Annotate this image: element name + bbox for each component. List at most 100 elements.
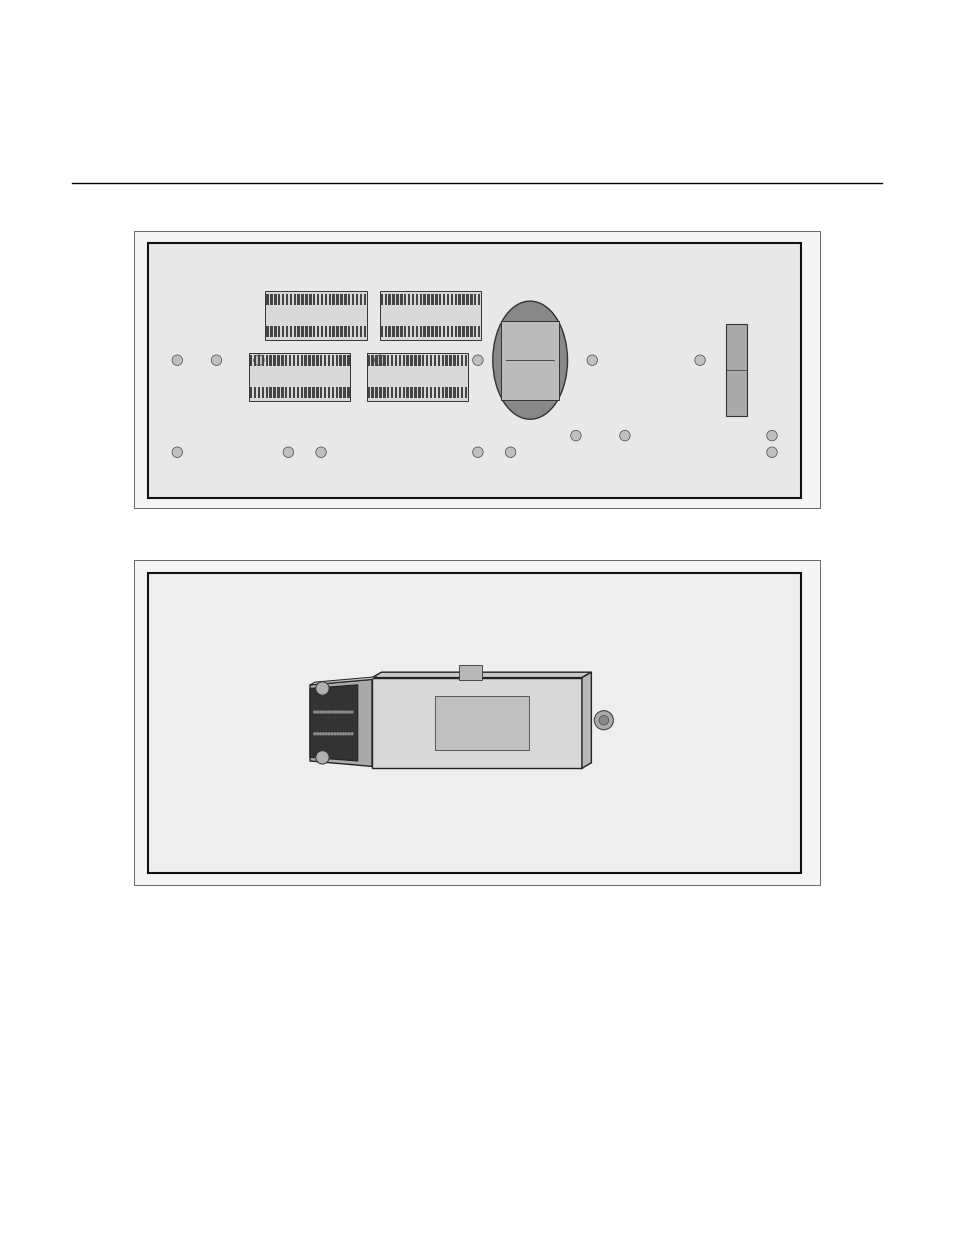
Circle shape (347, 732, 351, 736)
Bar (305, 326, 307, 337)
Bar (474, 326, 476, 337)
Circle shape (324, 732, 328, 736)
Bar (474, 294, 476, 305)
Circle shape (766, 447, 777, 457)
Circle shape (211, 354, 221, 366)
Bar (379, 388, 381, 398)
Circle shape (344, 710, 348, 714)
Bar (402, 356, 405, 366)
Bar (328, 326, 331, 337)
Bar (431, 326, 434, 337)
Bar (466, 326, 468, 337)
Bar (270, 294, 273, 305)
Circle shape (172, 354, 182, 366)
Bar (269, 388, 272, 398)
Bar (419, 294, 421, 305)
Circle shape (321, 732, 325, 736)
Bar (446, 326, 449, 337)
Bar (313, 326, 315, 337)
Bar (266, 326, 269, 337)
Bar (421, 356, 424, 366)
Bar (446, 294, 449, 305)
Bar (392, 326, 395, 337)
Circle shape (619, 430, 630, 441)
Bar (296, 388, 298, 398)
Bar (352, 326, 354, 337)
Bar (434, 356, 436, 366)
Bar (269, 356, 272, 366)
Bar (410, 356, 413, 366)
Bar (355, 326, 357, 337)
Bar (313, 294, 315, 305)
Bar (312, 388, 314, 398)
Bar (464, 388, 467, 398)
Circle shape (338, 732, 342, 736)
Bar (398, 356, 400, 366)
Circle shape (333, 710, 336, 714)
Polygon shape (372, 672, 591, 678)
Bar (375, 388, 377, 398)
Circle shape (594, 710, 613, 730)
Bar (359, 326, 362, 337)
Bar (253, 388, 256, 398)
Bar (395, 326, 398, 337)
Circle shape (694, 354, 704, 366)
Bar (454, 294, 456, 305)
Bar (344, 294, 346, 305)
Bar (281, 294, 284, 305)
Bar (391, 356, 393, 366)
Bar (435, 294, 437, 305)
Bar (290, 294, 292, 305)
Bar (340, 326, 342, 337)
Bar (309, 294, 312, 305)
Bar (417, 356, 420, 366)
Bar (462, 326, 464, 337)
Bar (304, 356, 307, 366)
Bar (323, 388, 326, 398)
Bar (408, 326, 410, 337)
Circle shape (344, 732, 348, 736)
Bar (367, 388, 370, 398)
Circle shape (313, 732, 316, 736)
Ellipse shape (493, 301, 567, 419)
Bar (277, 294, 280, 305)
Bar (403, 326, 406, 337)
Bar (285, 356, 287, 366)
Bar (328, 294, 331, 305)
Bar (344, 326, 346, 337)
Bar (281, 388, 283, 398)
Bar (324, 294, 327, 305)
Circle shape (321, 710, 325, 714)
Bar (363, 294, 366, 305)
Polygon shape (372, 678, 581, 768)
Bar (416, 326, 417, 337)
Bar (414, 388, 416, 398)
Bar (261, 356, 264, 366)
Bar (387, 356, 389, 366)
Bar (273, 356, 275, 366)
Circle shape (766, 430, 777, 441)
Bar (286, 294, 288, 305)
Bar (304, 388, 307, 398)
Bar (281, 326, 284, 337)
Circle shape (313, 710, 316, 714)
Circle shape (330, 710, 334, 714)
Bar (277, 356, 279, 366)
Bar (289, 356, 291, 366)
Bar (316, 294, 319, 305)
Circle shape (335, 710, 339, 714)
Bar (456, 388, 459, 398)
Bar (431, 294, 434, 305)
Bar (273, 388, 275, 398)
Polygon shape (310, 685, 357, 761)
Bar (458, 326, 460, 337)
Bar (388, 326, 391, 337)
Bar (450, 326, 453, 337)
Circle shape (318, 710, 322, 714)
Circle shape (318, 732, 322, 736)
Circle shape (315, 682, 329, 695)
Circle shape (472, 447, 482, 457)
Bar (285, 388, 287, 398)
Bar (300, 356, 303, 366)
Bar (286, 326, 288, 337)
